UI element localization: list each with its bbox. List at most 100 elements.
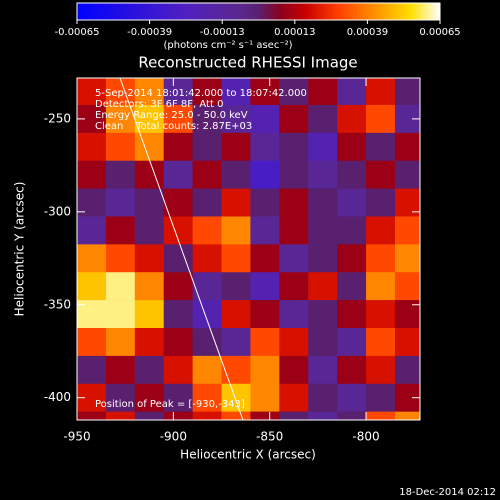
heatmap-cell <box>221 160 251 189</box>
heatmap-cell <box>337 300 367 329</box>
heatmap-cell <box>308 327 338 357</box>
colorbar-tick-label: -0.00039 <box>127 27 172 38</box>
x-tick-label: -800 <box>352 430 379 444</box>
heatmap-cell <box>134 104 165 134</box>
heatmap-cell <box>366 272 396 301</box>
heatmap-cell <box>250 160 280 189</box>
heatmap-cell <box>163 300 193 329</box>
heatmap-cell <box>221 327 251 357</box>
heatmap-cell <box>134 272 165 301</box>
heatmap-cell <box>77 216 107 245</box>
x-tick-label: -850 <box>256 430 283 444</box>
heatmap-cell <box>221 188 251 217</box>
heatmap-cell <box>250 355 280 385</box>
x-tick-label: -950 <box>63 430 90 444</box>
heatmap-cell <box>279 411 309 420</box>
heatmap-cell <box>308 355 338 385</box>
heatmap-cell <box>337 411 367 420</box>
heatmap-cell <box>279 272 309 301</box>
heatmap-cell <box>308 244 338 273</box>
y-tick-label: -350 <box>44 297 71 311</box>
heatmap-cell <box>394 327 420 357</box>
heatmap-cell <box>221 383 251 412</box>
heatmap-cell <box>77 188 107 217</box>
heatmap-cell <box>221 300 251 329</box>
heatmap-cell <box>308 78 338 106</box>
heatmap-cell <box>337 272 367 301</box>
heatmap-cell <box>134 383 165 412</box>
heatmap-cell <box>366 244 396 273</box>
heatmap-cell <box>192 244 222 273</box>
heatmap-cell <box>134 188 165 217</box>
heatmap-cell <box>279 355 309 385</box>
heatmap-cell <box>308 104 338 134</box>
heatmap-cell <box>134 160 165 189</box>
heatmap-cell <box>163 355 193 385</box>
y-axis-label: Heliocentric Y (arcsec) <box>13 182 27 317</box>
heatmap-cell <box>250 244 280 273</box>
heatmap-cell <box>279 160 309 189</box>
heatmap-cell <box>279 188 309 217</box>
heatmap-cell <box>337 104 367 134</box>
heatmap-cell <box>337 160 367 189</box>
heatmap-cell <box>163 160 193 189</box>
heatmap-cell <box>77 132 107 162</box>
heatmap-cell <box>192 327 222 357</box>
heatmap-cell <box>192 216 222 245</box>
heatmap-cell <box>337 132 367 162</box>
heatmap-cell <box>394 355 420 385</box>
heatmap-cell <box>337 383 367 412</box>
heatmap-cell <box>163 383 193 412</box>
heatmap-cell <box>221 411 251 420</box>
heatmap-cell <box>192 383 222 412</box>
heatmap-cell <box>105 188 136 217</box>
heatmap-cell <box>105 300 136 329</box>
heatmap-cell <box>366 411 396 420</box>
heatmap-cell <box>279 104 309 134</box>
heatmap-cell <box>337 244 367 273</box>
heatmap-cell <box>134 78 165 106</box>
heatmap-cell <box>105 327 136 357</box>
heatmap-cell <box>337 78 367 106</box>
heatmap-cell <box>105 78 136 106</box>
heatmap-cell <box>221 132 251 162</box>
colorbar <box>76 2 441 21</box>
heatmap-cell <box>366 188 396 217</box>
annotation: Position of Peak = [-930,-343] <box>95 399 245 410</box>
heatmap-cell <box>105 216 136 245</box>
heatmap-cell <box>279 383 309 412</box>
plot-frame <box>76 77 421 421</box>
heatmap-cell <box>192 78 222 106</box>
heatmap-cell <box>279 216 309 245</box>
heatmap-cell <box>192 104 222 134</box>
heatmap-cell <box>250 300 280 329</box>
heatmap-cell <box>77 160 107 189</box>
heatmap-cell <box>192 188 222 217</box>
limb-line <box>119 78 244 420</box>
colorbar-tick-label: 0.00039 <box>347 27 388 38</box>
heatmap-cell <box>308 411 338 420</box>
heatmap-cell <box>134 300 165 329</box>
heatmap-cell <box>366 160 396 189</box>
heatmap-cell <box>192 300 222 329</box>
heatmap-cell <box>221 78 251 106</box>
heatmap-cell <box>221 216 251 245</box>
heatmap-cell <box>250 216 280 245</box>
annotation: Detectors: 3F 6F 8F, Att 0 <box>95 99 223 110</box>
colorbar-tick-label: -0.00065 <box>55 27 100 38</box>
heatmap-cell <box>394 132 420 162</box>
heatmap-cell <box>134 132 165 162</box>
heatmap-cell <box>250 188 280 217</box>
heatmap-cell <box>366 327 396 357</box>
heatmap-cell <box>337 216 367 245</box>
heatmap-cell <box>105 411 136 420</box>
heatmap-cell <box>105 355 136 385</box>
annotation: Clean Total counts: 2.87E+03 <box>95 121 252 132</box>
annotation: Energy Range: 25.0 - 50.0 keV <box>95 110 248 121</box>
heatmap-cell <box>250 78 280 106</box>
heatmap-cell <box>192 355 222 385</box>
y-tick-label: -250 <box>44 111 71 125</box>
heatmap-cell <box>250 411 280 420</box>
heatmap-cell <box>105 160 136 189</box>
